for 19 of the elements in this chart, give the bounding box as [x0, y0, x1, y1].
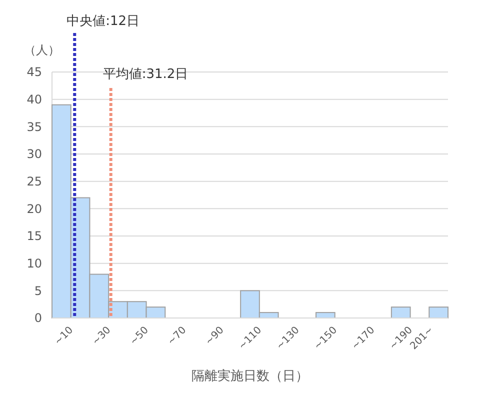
y-axis-title: （人） — [24, 43, 60, 57]
y-tick-label: 35 — [26, 120, 42, 134]
y-tick-label: 45 — [26, 65, 42, 80]
y-tick-label: 25 — [26, 174, 42, 189]
y-tick-label: 15 — [26, 229, 42, 244]
y-tick-label: 0 — [34, 311, 42, 326]
x-axis-title: 隔離実施日数（日） — [192, 368, 308, 384]
ref-line-label: 平均値:31.2日 — [102, 67, 188, 82]
y-tick-label: 5 — [34, 284, 42, 298]
x-tick-label: ~90 — [204, 324, 226, 348]
x-tick-label: ~10 — [52, 324, 76, 348]
y-tick-label: 40 — [26, 92, 42, 107]
y-tick-label: 20 — [26, 202, 42, 216]
y-tick-label: 10 — [26, 256, 42, 271]
y-tick-label: 30 — [26, 147, 42, 162]
x-tick-label: ~70 — [166, 324, 189, 348]
x-tick-label: ~30 — [90, 324, 114, 348]
ref-line-label: 中央値:12日 — [66, 14, 140, 29]
x-tick-label: ~50 — [128, 324, 151, 348]
